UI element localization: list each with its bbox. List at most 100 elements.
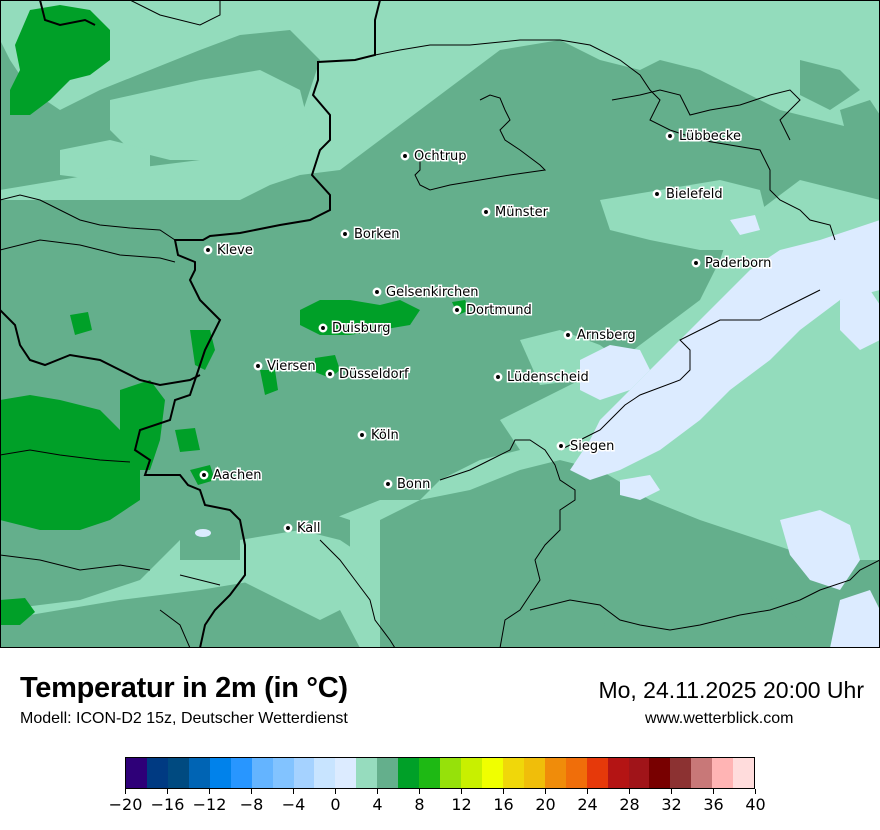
city-label: Ochtrup bbox=[414, 149, 467, 164]
colorbar-segment bbox=[461, 758, 482, 788]
city-dot-icon bbox=[563, 330, 573, 340]
colorbar-segment bbox=[251, 758, 273, 788]
colorbar-tick-label: 40 bbox=[745, 795, 766, 814]
colorbar-tick bbox=[125, 789, 126, 794]
colorbar-tick-label: 36 bbox=[703, 795, 724, 814]
city-label: Lübbecke bbox=[679, 129, 741, 144]
city-marker: Lüdenscheid bbox=[493, 369, 590, 387]
city-dot-icon bbox=[652, 189, 662, 199]
colorbar-segment bbox=[544, 758, 566, 788]
city-label: Siegen bbox=[570, 439, 614, 454]
colorbar-tick-label: −8 bbox=[239, 795, 264, 814]
colorbar-tick bbox=[545, 789, 546, 794]
city-marker: Münster bbox=[481, 204, 550, 222]
colorbar-tick bbox=[293, 789, 294, 794]
city-marker: Bielefeld bbox=[652, 186, 724, 204]
city-dot-icon bbox=[481, 207, 491, 217]
city-marker: Siegen bbox=[556, 438, 616, 456]
valid-datetime: Mo, 24.11.2025 20:00 Uhr bbox=[598, 677, 864, 703]
colorbar-segment bbox=[377, 758, 399, 788]
colorbar-tick bbox=[167, 789, 168, 794]
city-dot-icon bbox=[372, 287, 382, 297]
colorbar-segment bbox=[209, 758, 231, 788]
colorbar-segment bbox=[440, 758, 461, 788]
colorbar-tick bbox=[377, 789, 378, 794]
city-marker: Düsseldorf bbox=[325, 366, 410, 384]
city-marker: Paderborn bbox=[691, 255, 773, 273]
city-dot-icon bbox=[383, 479, 393, 489]
city-markers: Lübbecke Ochtrup Bielefeld Münster Borken Kle… bbox=[199, 128, 773, 538]
colorbar-tick-label: 28 bbox=[619, 795, 640, 814]
colorbar-axis: −20 −16 −12 −8 −4 0 4 8 12 16 20 24 28 32 36 40 bbox=[109, 789, 766, 819]
colorbar-tick bbox=[713, 789, 714, 794]
city-dot-icon bbox=[665, 131, 675, 141]
city-marker: Köln bbox=[357, 427, 400, 445]
colorbar-segment bbox=[188, 758, 210, 788]
colorbar-tick bbox=[335, 789, 336, 794]
city-label: Arnsberg bbox=[577, 328, 636, 343]
city-label: Duisburg bbox=[332, 321, 391, 336]
state-borders bbox=[0, 0, 880, 648]
colorbar-tick bbox=[209, 789, 210, 794]
colorbar-segment bbox=[502, 758, 524, 788]
colorbar-tick-label: 8 bbox=[414, 795, 425, 814]
colorbar-segment bbox=[167, 758, 189, 788]
colorbar-segment bbox=[649, 758, 671, 788]
colorbar-segment bbox=[335, 758, 357, 788]
city-dot-icon bbox=[203, 245, 213, 255]
city-label: Kleve bbox=[217, 243, 253, 258]
colorbar-segment bbox=[230, 758, 252, 788]
colorbar-tick-label: −16 bbox=[150, 795, 185, 814]
city-marker: Dortmund bbox=[452, 302, 533, 320]
colorbar-segment bbox=[293, 758, 315, 788]
colorbar-tick bbox=[503, 789, 504, 794]
colorbar-segment bbox=[586, 758, 608, 788]
colorbar-segment bbox=[607, 758, 629, 788]
temperature-zone-4-6 bbox=[0, 30, 880, 648]
city-label: Münster bbox=[495, 205, 549, 220]
colorbar-tick-label: 20 bbox=[535, 795, 556, 814]
colorbar-tick-label: 4 bbox=[372, 795, 383, 814]
city-label: Paderborn bbox=[705, 256, 771, 271]
colorbar-segment bbox=[691, 758, 713, 788]
city-marker: Borken bbox=[340, 226, 401, 244]
city-label: Bielefeld bbox=[666, 187, 723, 202]
city-label: Gelsenkirchen bbox=[386, 285, 479, 300]
city-dot-icon bbox=[199, 470, 209, 480]
city-label: Aachen bbox=[213, 468, 261, 483]
temperature-zone-6-8 bbox=[0, 5, 470, 625]
city-label: Viersen bbox=[267, 359, 316, 374]
colorbar-segment bbox=[398, 758, 420, 788]
temperature-zone-0-2 bbox=[195, 215, 880, 648]
city-marker: Arnsberg bbox=[563, 327, 637, 345]
colorbar-segment bbox=[146, 758, 168, 788]
city-label: Kall bbox=[297, 521, 321, 536]
model-source: Modell: ICON-D2 15z, Deutscher Wetterdie… bbox=[20, 710, 348, 727]
colorbar-tick-label: 16 bbox=[493, 795, 514, 814]
city-marker: Kall bbox=[283, 520, 322, 538]
colorbar-segment bbox=[419, 758, 441, 788]
colorbar bbox=[125, 757, 755, 789]
colorbar-tick bbox=[587, 789, 588, 794]
colorbar-segment bbox=[733, 758, 755, 788]
city-marker: Kleve bbox=[203, 242, 254, 260]
colorbar-tick-label: −12 bbox=[192, 795, 227, 814]
city-label: Dortmund bbox=[466, 303, 532, 318]
colorbar-segment bbox=[272, 758, 294, 788]
city-dot-icon bbox=[283, 523, 293, 533]
city-marker: Duisburg bbox=[318, 320, 392, 338]
colorbar-tick bbox=[461, 789, 462, 794]
chart-title: Temperatur in 2m (in °C) bbox=[20, 672, 348, 704]
colorbar-tick bbox=[419, 789, 420, 794]
city-dot-icon bbox=[357, 430, 367, 440]
city-dot-icon bbox=[340, 229, 350, 239]
colorbar-tick-label: 32 bbox=[661, 795, 682, 814]
colorbar-segment bbox=[126, 758, 147, 788]
colorbar-segment bbox=[314, 758, 336, 788]
city-marker: Bonn bbox=[383, 476, 432, 494]
website-link[interactable]: www.wetterblick.com bbox=[645, 710, 794, 727]
city-label: Bonn bbox=[397, 477, 430, 492]
colorbar-tick bbox=[251, 789, 252, 794]
colorbar-tick bbox=[755, 789, 756, 794]
city-dot-icon bbox=[691, 258, 701, 268]
